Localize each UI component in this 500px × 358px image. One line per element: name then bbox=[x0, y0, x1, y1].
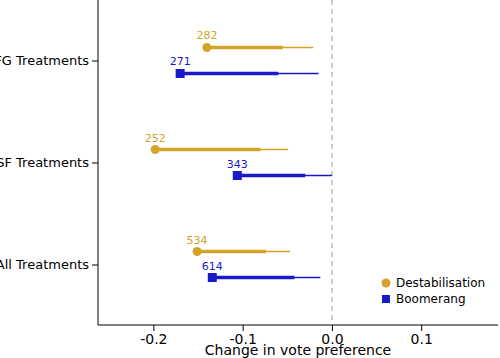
x-tick: 0.1 bbox=[411, 325, 433, 347]
y-axis: FG Treatments SF Treatments All Treatments bbox=[0, 0, 98, 325]
legend-item: Destabilisation bbox=[382, 276, 486, 290]
point bbox=[202, 43, 211, 52]
point bbox=[233, 171, 242, 180]
y-tick-label: All Treatments bbox=[0, 257, 89, 272]
plot: -0.2-0.10.00.1FG TreatmentsSF Treatments… bbox=[0, 0, 498, 358]
legend-label: Destabilisation bbox=[396, 276, 485, 290]
inner-interval bbox=[197, 250, 266, 254]
inner-interval bbox=[155, 148, 260, 152]
legend-label: Boomerang bbox=[396, 292, 466, 306]
outer-interval bbox=[155, 149, 288, 151]
outer-interval bbox=[212, 277, 320, 279]
inner-interval bbox=[180, 72, 278, 76]
y-tick-mark bbox=[92, 265, 98, 266]
inner-interval bbox=[212, 276, 294, 280]
legend-marker bbox=[382, 295, 390, 303]
point bbox=[208, 273, 217, 282]
point bbox=[193, 247, 202, 256]
legend-item: Boomerang bbox=[382, 292, 466, 306]
x-tick-label: 0.1 bbox=[411, 331, 433, 347]
y-tick-label: FG Treatments bbox=[0, 53, 89, 68]
y-tick-mark bbox=[92, 60, 98, 61]
sample-size-label: 282 bbox=[196, 29, 217, 42]
outer-interval bbox=[237, 175, 332, 177]
inner-interval bbox=[237, 174, 305, 178]
sample-size-label: 252 bbox=[145, 132, 166, 145]
legend-marker bbox=[382, 279, 391, 288]
reference-line bbox=[331, 0, 332, 325]
outer-interval bbox=[207, 47, 313, 49]
y-tick-mark bbox=[92, 163, 98, 164]
data-labels: 282 252 534 271 343 614 bbox=[145, 29, 248, 272]
inner-interval bbox=[207, 46, 283, 50]
point bbox=[151, 145, 160, 154]
sample-size-label: 614 bbox=[202, 260, 223, 273]
marks bbox=[151, 0, 332, 325]
point bbox=[176, 69, 185, 78]
sample-size-label: 534 bbox=[187, 234, 208, 247]
x-axis-title: Change in vote preference bbox=[205, 342, 391, 358]
y-tick: SF Treatments bbox=[0, 155, 98, 170]
chart: -0.2-0.10.00.1FG TreatmentsSF Treatments… bbox=[0, 0, 500, 358]
x-tick-label: -0.2 bbox=[140, 331, 167, 347]
x-tick: -0.2 bbox=[140, 325, 167, 347]
outer-interval bbox=[180, 73, 318, 75]
legend: Destabilisation Boomerang bbox=[382, 276, 486, 306]
y-tick: All Treatments bbox=[0, 257, 98, 272]
y-tick: FG Treatments bbox=[0, 53, 98, 68]
outer-interval bbox=[197, 251, 290, 253]
sample-size-label: 271 bbox=[170, 55, 191, 68]
x-axis-line bbox=[98, 325, 498, 326]
y-tick-label: SF Treatments bbox=[0, 155, 89, 170]
sample-size-label: 343 bbox=[227, 158, 248, 171]
